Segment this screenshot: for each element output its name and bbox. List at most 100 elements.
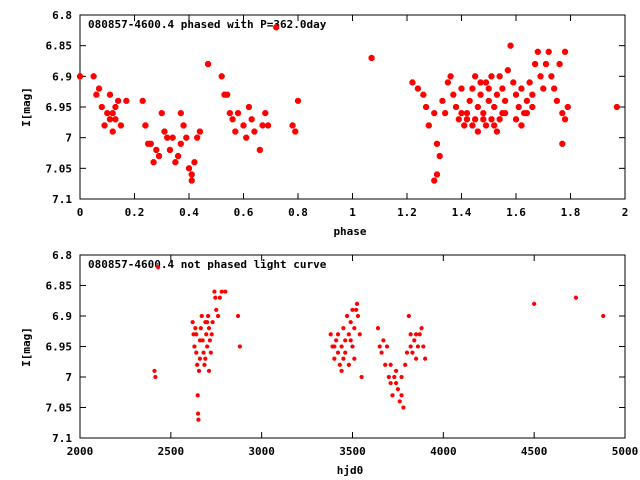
- phased-data-point: [433, 171, 441, 178]
- unphased-x-tick-label: 3000: [248, 445, 275, 458]
- unphased-data-point: [339, 344, 344, 349]
- unphased-data-point: [350, 307, 355, 312]
- unphased-data-point: [197, 338, 202, 343]
- unphased-data-point: [204, 332, 209, 337]
- unphased-data-point: [401, 405, 406, 410]
- phased-data-point: [526, 79, 533, 86]
- phased-data-point: [485, 85, 492, 92]
- phased-data-point: [425, 122, 432, 129]
- phased-y-tick-label: 7.1: [52, 193, 72, 206]
- phased-data-point: [436, 153, 443, 160]
- phased-data-point: [534, 48, 541, 55]
- phased-data-point: [90, 73, 97, 80]
- phased-data-point: [477, 91, 484, 98]
- phased-data-point: [562, 116, 569, 123]
- phased-data-point: [431, 177, 438, 184]
- unphased-data-point: [350, 344, 355, 349]
- phased-data-point: [559, 110, 566, 117]
- phased-data-point: [469, 85, 476, 92]
- unphased-data-point: [202, 362, 207, 367]
- unphased-data-point: [399, 393, 404, 398]
- phased-data-point: [518, 122, 525, 129]
- phased-x-tick-label: 1.8: [561, 206, 581, 219]
- unphased-y-tick-label: 6.9: [52, 310, 72, 323]
- phased-data-point: [188, 171, 195, 178]
- phased-data-point: [515, 103, 522, 111]
- phased-data-point: [115, 97, 122, 104]
- unphased-y-tick-label: 7: [65, 371, 72, 384]
- unphased-x-tick-label: 5000: [612, 445, 639, 458]
- unphased-axis-ticks: 2000 2500 3000 3500 4000 4500 5000 6.8 6.85 6.9 6.…: [46, 249, 639, 458]
- phased-light-curve-panel: 080857-4600.4 phased with P=362.0day pha…: [20, 9, 628, 238]
- unphased-data-point: [355, 301, 360, 306]
- phased-data-point: [529, 91, 536, 98]
- phased-x-tick-label: 0.4: [179, 206, 199, 219]
- phased-data-point: [510, 79, 517, 86]
- unphased-data-point: [213, 295, 218, 300]
- unphased-data-point: [394, 368, 399, 373]
- unphased-data-point: [196, 368, 202, 373]
- unphased-x-tick-label: 2500: [158, 445, 185, 458]
- phased-data-point: [112, 103, 119, 111]
- phased-data-point: [439, 97, 446, 104]
- phased-data-point: [480, 110, 487, 117]
- unphased-data-point: [532, 301, 537, 306]
- phased-y-tick-label: 7.05: [46, 162, 73, 175]
- phased-data-point: [463, 110, 470, 117]
- unphased-data-point: [197, 356, 202, 361]
- unphased-data-point: [196, 417, 201, 422]
- phased-data-point: [431, 110, 438, 117]
- unphased-data-point: [156, 265, 161, 270]
- phased-plot-title: 080857-4600.4 phased with P=362.0day: [88, 18, 327, 31]
- phased-data-point: [499, 110, 506, 117]
- phased-data-point: [117, 122, 124, 129]
- unphased-data-point: [205, 320, 210, 325]
- phased-data-point: [248, 116, 255, 123]
- phased-data-point: [562, 48, 569, 55]
- unphased-data-point: [198, 326, 203, 331]
- unphased-data-point: [352, 326, 357, 331]
- unphased-data-point: [337, 362, 342, 367]
- phased-data-point: [458, 85, 465, 92]
- phased-data-point: [153, 146, 160, 153]
- unphased-data-point: [212, 289, 217, 294]
- unphased-data-point: [219, 289, 224, 294]
- phased-data-point: [188, 177, 195, 184]
- unphased-data-point: [223, 289, 228, 294]
- phased-data-point: [106, 116, 114, 123]
- unphased-data-point: [152, 368, 157, 373]
- unphased-data-point: [332, 344, 337, 349]
- phased-data-point: [251, 128, 258, 135]
- unphased-data-point: [381, 338, 386, 343]
- phased-data-point: [537, 73, 544, 80]
- unphased-data-point: [392, 374, 397, 380]
- phased-data-point: [240, 122, 247, 129]
- phased-data-point: [512, 91, 520, 98]
- phased-data-point: [499, 85, 506, 92]
- phased-data-point: [409, 79, 416, 86]
- phased-data-point: [183, 134, 190, 141]
- unphased-x-tick-label: 4500: [521, 445, 548, 458]
- phased-data-point: [109, 110, 116, 117]
- unphased-data-point: [375, 326, 380, 331]
- unphased-y-tick-label: 7.05: [46, 402, 73, 415]
- unphased-data-point: [339, 368, 344, 373]
- phased-data-point: [545, 48, 552, 55]
- unphased-data-point: [209, 332, 214, 337]
- unphased-light-curve-panel: 080857-4600.4 not phased light curve hjd…: [20, 249, 638, 477]
- phased-x-tick-label: 0.2: [125, 206, 145, 219]
- unphased-data-point: [334, 338, 339, 343]
- phased-data-point: [540, 85, 547, 92]
- phased-x-tick-label: 1.2: [397, 206, 417, 219]
- phased-data-point: [256, 146, 263, 153]
- phased-data-point: [175, 153, 182, 160]
- phased-data-point: [463, 116, 470, 123]
- phased-data-point: [474, 128, 481, 135]
- phased-data-point: [161, 128, 168, 135]
- phased-data-point: [444, 79, 451, 86]
- unphased-data-point: [390, 393, 395, 398]
- phased-plot-frame: [79, 14, 626, 200]
- phased-data-point: [523, 97, 530, 104]
- phased-x-tick-label: 1.6: [506, 206, 526, 219]
- phased-data-point: [453, 103, 460, 111]
